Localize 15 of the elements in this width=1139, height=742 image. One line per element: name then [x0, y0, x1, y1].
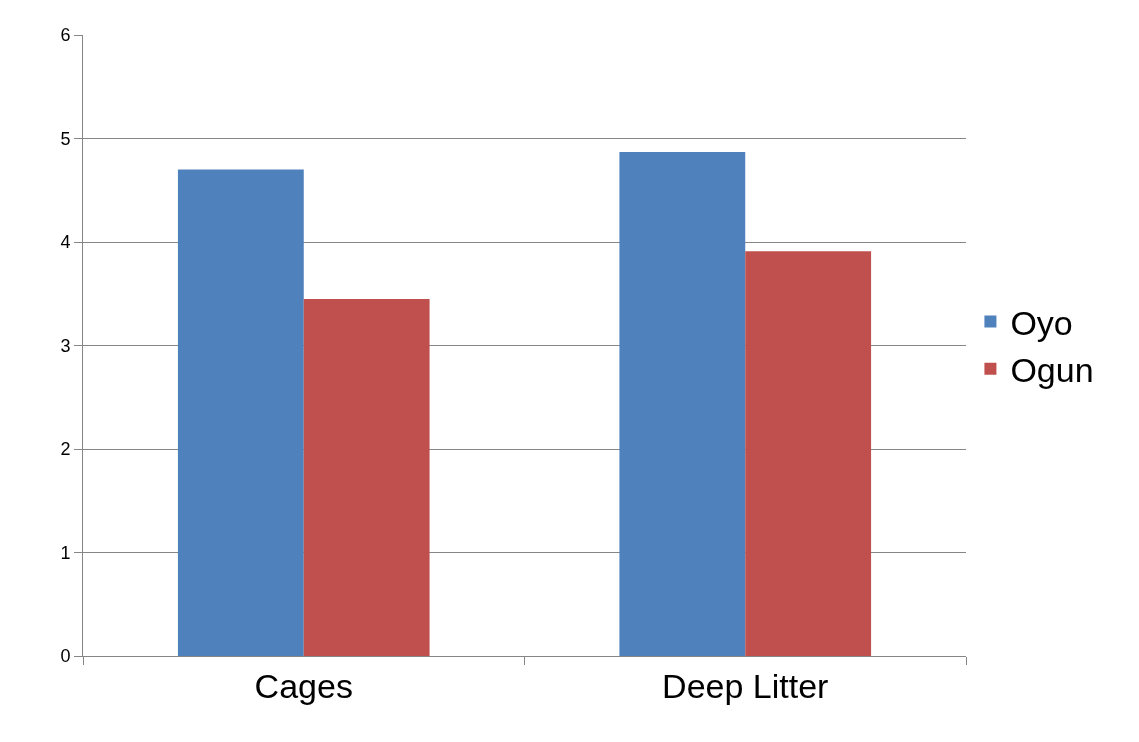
x-tick-label: Cages: [254, 666, 353, 705]
y-tick-label: 4: [60, 232, 71, 253]
x-tick-label: Deep Litter: [662, 666, 829, 705]
bar: [177, 169, 304, 656]
y-tick-label: 5: [60, 128, 71, 149]
y-tick-label: 3: [60, 335, 71, 356]
y-tick-label: 2: [60, 439, 71, 460]
bar: [619, 151, 746, 656]
y-tick-label: 6: [60, 25, 71, 46]
bar: [745, 251, 872, 656]
y-tick-label: 1: [60, 542, 71, 563]
legend-label: Ogun: [1010, 351, 1094, 390]
legend-label: Oyo: [1010, 303, 1073, 342]
bar: [303, 298, 430, 656]
y-tick-label: 0: [60, 646, 71, 667]
